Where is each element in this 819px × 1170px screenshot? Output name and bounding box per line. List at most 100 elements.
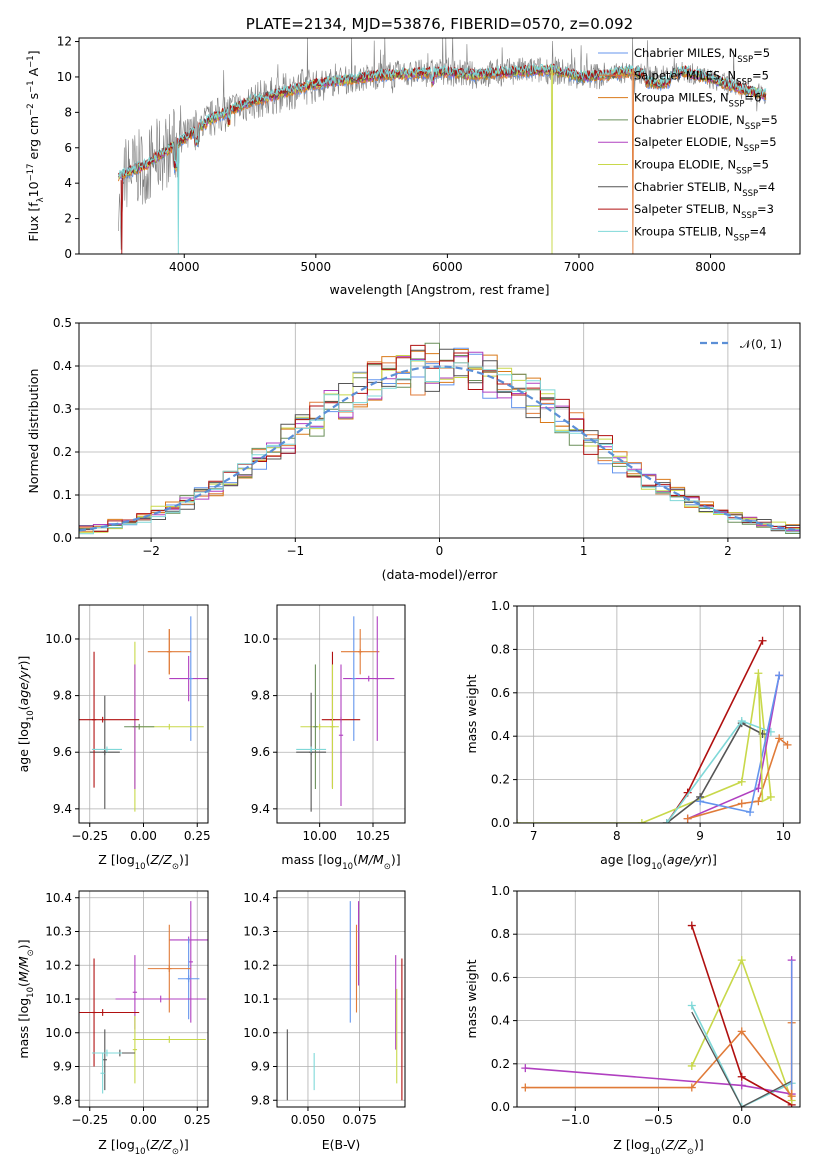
y-axis-label: Flux [fλ10−17 erg cm−2 s−1 A−1] [26, 50, 46, 241]
y-tick-label: 0.8 [491, 642, 510, 656]
x-tick-label: 10.25 [356, 829, 390, 843]
legend-entry: 𝒩(0, 1) [740, 337, 782, 351]
weight-line [757, 673, 772, 803]
legend-entry: Chabrier ELODIE, NSSP=5 [634, 113, 778, 132]
hist-plot-area [79, 342, 800, 537]
weight-marker [637, 819, 646, 823]
x-axis-label: age [log10(age/yr)] [600, 852, 717, 872]
y-tick-label: 0 [64, 247, 72, 261]
weight-marker [775, 734, 784, 743]
x-tick-label: 2 [724, 544, 732, 558]
x-tick-label: −0.25 [71, 829, 108, 843]
weight-marker [737, 1081, 746, 1090]
weight-marker [687, 1001, 696, 1010]
spectrum-dropout [631, 68, 635, 254]
x-tick-label: 8 [613, 829, 621, 843]
x-tick-label: 0.25 [184, 829, 211, 843]
y-tick-label: 10.0 [45, 632, 72, 646]
y-tick-label: 0.8 [491, 927, 510, 941]
legend-entry: Salpeter STELIB, NSSP=3 [634, 202, 774, 221]
weight-marker [662, 819, 671, 823]
y-tick-label: 0.1 [53, 488, 72, 502]
weight-marker [775, 671, 784, 680]
weight-marker [783, 740, 792, 749]
age-vs-mass-plot-area [296, 616, 395, 812]
weight-line [691, 1011, 792, 1107]
x-tick-label: 7000 [564, 260, 595, 274]
spectrum-dropout [177, 144, 180, 254]
x-tick-label: 4000 [169, 260, 200, 274]
weight-marker [758, 636, 767, 645]
mass-vs-ebv-plot-area [286, 901, 403, 1101]
x-tick-label: 8000 [695, 260, 726, 274]
weight-line [666, 722, 763, 823]
weight-line [741, 1076, 793, 1106]
y-tick-label: 0.2 [491, 773, 510, 787]
spectrum-model-kroupa_stelib [118, 63, 767, 178]
weight-vs-age-frame [516, 605, 801, 824]
y-tick-label: 9.8 [53, 1093, 72, 1107]
y-tick-label: 9.9 [251, 1060, 270, 1074]
x-tick-label: 6000 [432, 260, 463, 274]
y-tick-label: 9.8 [251, 1093, 270, 1107]
weight-marker [521, 1064, 530, 1073]
x-tick-label: 7 [530, 829, 538, 843]
weight-marker [687, 921, 696, 930]
spectrum-data-line [118, 38, 767, 250]
weight-marker [683, 814, 692, 823]
weight-vs-age-plot-area [517, 636, 792, 823]
y-axis-label: mass weight [464, 674, 479, 753]
y-tick-label: 0.2 [491, 1057, 510, 1071]
legend-entry: Salpeter ELODIE, NSSP=5 [634, 135, 777, 154]
x-tick-label: −1 [286, 544, 304, 558]
weight-marker [737, 1027, 746, 1036]
y-tick-label: 0.0 [491, 1100, 510, 1114]
y-tick-label: 10.1 [45, 992, 72, 1006]
x-tick-label: 0.25 [184, 1113, 211, 1127]
legend-entry: Kroupa ELODIE, NSSP=5 [634, 158, 769, 177]
y-tick-label: 0.5 [53, 316, 72, 330]
x-tick-label: 0.00 [130, 1113, 157, 1127]
y-tick-label: 9.4 [53, 802, 72, 816]
mass-vs-z-plot-area [79, 901, 208, 1094]
spectrum-frame [78, 37, 801, 255]
x-tick-label: −0.25 [71, 1113, 108, 1127]
x-tick-label: 0.075 [342, 1113, 376, 1127]
weight-vs-z-plot-area [521, 921, 796, 1107]
x-axis-label: (data-model)/error [382, 567, 499, 582]
x-tick-label: 5000 [301, 260, 332, 274]
x-tick-label: 1 [580, 544, 588, 558]
y-tick-label: 2 [64, 212, 72, 226]
x-tick-label: −0.5 [644, 1113, 673, 1127]
weight-marker [521, 1083, 530, 1092]
y-axis-label: mass weight [464, 959, 479, 1038]
y-tick-label: 0.4 [491, 729, 510, 743]
y-tick-label: 10.1 [243, 992, 270, 1006]
chart-title: PLATE=2134, MJD=53876, FIBERID=0570, z=0… [246, 15, 633, 33]
x-axis-label: Z [log10(Z/Z⊙)] [613, 1137, 703, 1157]
y-tick-label: 12 [57, 35, 72, 49]
y-axis-label: age [log10(age/yr)] [16, 656, 36, 773]
y-tick-label: 9.4 [251, 802, 270, 816]
x-axis-label: E(B-V) [322, 1137, 361, 1152]
y-tick-label: 8 [64, 105, 72, 119]
y-tick-label: 10.4 [45, 891, 72, 905]
weight-marker [696, 797, 705, 806]
y-tick-label: 10.0 [243, 1026, 270, 1040]
y-tick-label: 10.3 [243, 925, 270, 939]
weight-marker [737, 799, 746, 808]
weight-marker [687, 1061, 696, 1070]
y-tick-label: 9.8 [251, 689, 270, 703]
y-tick-label: 9.9 [53, 1060, 72, 1074]
age-vs-z-frame [78, 604, 209, 824]
mass-vs-ebv-frame [276, 890, 406, 1108]
spectrum-dropout [550, 68, 554, 254]
x-tick-label: 10.00 [302, 829, 336, 843]
x-axis-label: mass [log10(M/M⊙)] [281, 852, 400, 872]
y-tick-label: 10.0 [243, 632, 270, 646]
mass-vs-z-frame [78, 890, 209, 1108]
y-tick-label: 10.2 [243, 958, 270, 972]
y-tick-label: 0.3 [53, 402, 72, 416]
x-tick-label: 0.050 [291, 1113, 325, 1127]
